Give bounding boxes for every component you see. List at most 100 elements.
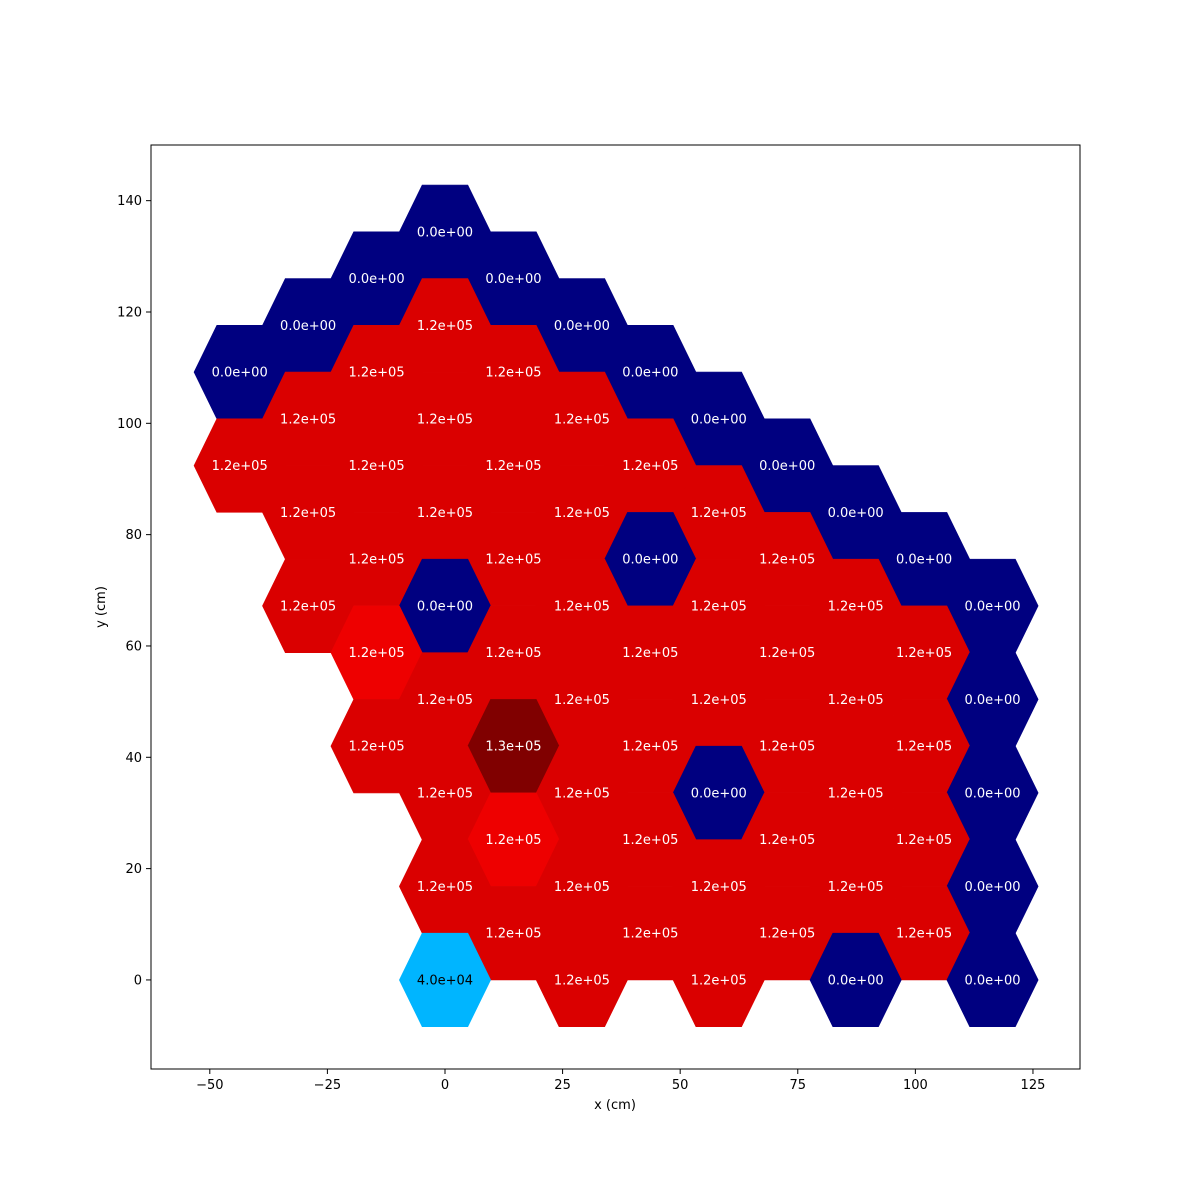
cell-value-label: 1.2e+05 [348,646,404,661]
cell-value-label: 0.0e+00 [485,272,541,287]
cell-value-label: 0.0e+00 [964,693,1020,708]
cell-value-label: 1.2e+05 [417,786,473,801]
cell-value-label: 1.2e+05 [691,599,747,614]
hex-cell [535,932,628,1027]
cell-value-label: 0.0e+00 [896,553,952,568]
cell-value-label: 1.2e+05 [485,833,541,848]
cell-value-label: 1.3e+05 [485,740,541,755]
y-tick-label: 0 [134,973,142,988]
cell-value-label: 0.0e+00 [417,225,473,240]
cell-value-label: 0.0e+00 [212,366,268,381]
cell-value-label: 1.2e+05 [417,319,473,334]
cell-value-label: 4.0e+04 [417,973,473,988]
cell-value-label: 0.0e+00 [964,973,1020,988]
y-tick-label: 120 [117,305,142,320]
cell-value-label: 1.2e+05 [691,973,747,988]
cell-value-label: 1.2e+05 [280,412,336,427]
cell-value-label: 0.0e+00 [417,599,473,614]
cell-value-label: 1.2e+05 [554,599,610,614]
cell-value-label: 1.2e+05 [554,693,610,708]
y-tick-label: 80 [125,528,142,543]
cell-value-label: 1.2e+05 [759,740,815,755]
cell-value-label: 1.2e+05 [554,786,610,801]
x-tick-label: 25 [554,1078,571,1093]
y-tick-label: 20 [125,862,142,877]
cell-value-label: 1.2e+05 [280,599,336,614]
cell-value-label: 1.2e+05 [554,880,610,895]
cell-value-label: 1.2e+05 [554,973,610,988]
cell-value-label: 1.2e+05 [759,833,815,848]
x-tick-label: 0 [441,1078,449,1093]
cell-value-label: 1.2e+05 [759,927,815,942]
cell-value-label: 1.2e+05 [348,366,404,381]
cell-value-label: 1.2e+05 [622,740,678,755]
cell-value-label: 0.0e+00 [691,412,747,427]
cell-value-label: 1.2e+05 [348,740,404,755]
hex-cells [193,184,1039,1027]
cell-value-label: 1.2e+05 [485,459,541,474]
cell-value-label: 1.2e+05 [280,506,336,521]
cell-value-label: 1.2e+05 [896,646,952,661]
x-tick-label: 100 [903,1078,928,1093]
cell-value-label: 1.2e+05 [622,646,678,661]
cell-value-label: 0.0e+00 [964,880,1020,895]
cell-value-label: 1.2e+05 [691,506,747,521]
cell-value-label: 0.0e+00 [691,786,747,801]
cell-value-label: 1.2e+05 [554,506,610,521]
cell-value-label: 0.0e+00 [280,319,336,334]
hex-cell [946,932,1039,1027]
cell-value-label: 0.0e+00 [964,786,1020,801]
y-tick-label: 60 [125,639,142,654]
cell-value-label: 1.2e+05 [622,833,678,848]
cell-value-label: 1.2e+05 [348,459,404,474]
cell-value-label: 1.2e+05 [554,412,610,427]
y-tick-label: 140 [117,194,142,209]
cell-value-label: 1.2e+05 [691,880,747,895]
cell-value-label: 0.0e+00 [828,506,884,521]
cell-value-label: 1.2e+05 [485,927,541,942]
hex-cell [399,932,491,1027]
hex-cell [809,932,902,1027]
x-tick-label: −25 [314,1078,341,1093]
cell-value-label: 0.0e+00 [964,599,1020,614]
cell-value-label: 1.2e+05 [212,459,268,474]
cell-value-label: 0.0e+00 [622,366,678,381]
cell-value-label: 1.2e+05 [759,553,815,568]
cell-value-label: 1.2e+05 [485,553,541,568]
cell-value-label: 1.2e+05 [759,646,815,661]
cell-value-label: 1.2e+05 [485,366,541,381]
hex-cell [672,932,765,1027]
cell-value-label: 1.2e+05 [622,459,678,474]
x-tick-label: 75 [789,1078,806,1093]
cell-value-label: 1.2e+05 [828,786,884,801]
cell-value-label: 1.2e+05 [622,927,678,942]
cell-value-label: 1.2e+05 [417,506,473,521]
cell-value-label: 0.0e+00 [759,459,815,474]
x-axis-ticks: −50 −25 0 25 50 75 100 125 [196,1069,1045,1093]
cell-value-label: 0.0e+00 [828,973,884,988]
x-tick-label: −50 [196,1078,223,1093]
cell-value-label: 1.2e+05 [828,880,884,895]
cell-value-label: 1.2e+05 [417,693,473,708]
cell-labels: 0.0e+00 0.0e+00 0.0e+00 0.0e+00 1.2e+05 0.0e+… [212,225,1021,988]
y-axis-ticks: 0 20 40 60 80 100 120 140 [117,194,151,988]
y-axis-label: y (cm) [94,586,109,628]
cell-value-label: 0.0e+00 [348,272,404,287]
cell-value-label: 1.2e+05 [691,693,747,708]
plot-frame [150,144,1081,1070]
cell-value-label: 1.2e+05 [828,599,884,614]
cell-value-label: 0.0e+00 [622,553,678,568]
x-tick-label: 125 [1021,1078,1046,1093]
x-axis-label: x (cm) [594,1098,636,1113]
y-tick-label: 100 [117,417,142,432]
y-tick-label: 40 [125,751,142,766]
cell-value-label: 1.2e+05 [896,833,952,848]
cell-value-label: 1.2e+05 [417,412,473,427]
cell-value-label: 1.2e+05 [485,646,541,661]
cell-value-label: 1.2e+05 [896,927,952,942]
cell-value-label: 0.0e+00 [554,319,610,334]
cell-value-label: 1.2e+05 [896,740,952,755]
cell-value-label: 1.2e+05 [828,693,884,708]
x-tick-label: 50 [672,1078,689,1093]
